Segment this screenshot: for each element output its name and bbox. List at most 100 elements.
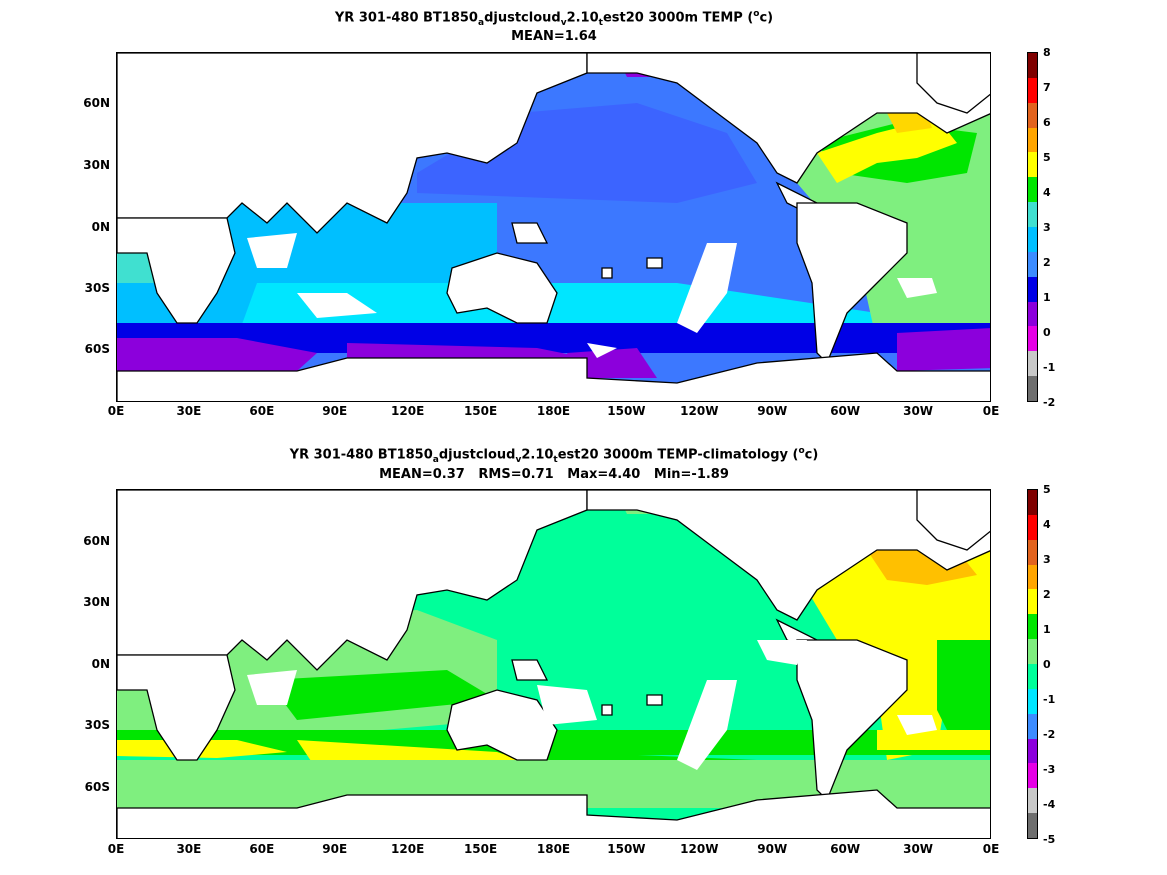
colorbar-label: -2 — [1043, 728, 1056, 741]
panel-2-title: YR 301-480 BT1850adjustcloudv2.10test20 … — [289, 446, 819, 465]
x-tick: 150E — [463, 842, 498, 856]
colorbar-label: 6 — [1043, 116, 1051, 129]
panel-1-stats: MEAN=1.64 — [511, 29, 597, 44]
colorbar-segment — [1028, 490, 1037, 516]
y-tick: 60N — [83, 534, 110, 548]
x-tick: 120W — [680, 404, 719, 418]
x-tick: 0E — [982, 404, 1000, 418]
x-tick: 30W — [903, 842, 934, 856]
x-tick: 0E — [107, 842, 125, 856]
colorbar-label: 0 — [1043, 658, 1051, 671]
colorbar-label: 1 — [1043, 291, 1051, 304]
x-tick: 90E — [322, 842, 348, 856]
colorbar-segment — [1028, 763, 1037, 789]
map-1 — [116, 52, 991, 402]
colorbar-segment — [1028, 251, 1037, 278]
y-tick: 60S — [84, 342, 110, 356]
y-tick: 30S — [84, 718, 110, 732]
x-tick: 90W — [757, 842, 788, 856]
y-tick: 30N — [83, 595, 110, 609]
colorbar-label: 4 — [1043, 186, 1051, 199]
colorbar-segment — [1028, 152, 1037, 178]
y-tick: 60N — [83, 96, 110, 110]
x-tick: 180E — [536, 842, 571, 856]
colorbar-segment — [1028, 564, 1037, 590]
panel-2-stats: MEAN=0.37 RMS=0.71 Max=4.40 Min=-1.89 — [379, 467, 729, 482]
colorbar-segment — [1028, 127, 1037, 153]
colorbar-segment — [1028, 539, 1037, 566]
x-tick: 150W — [607, 842, 646, 856]
colorbar-segment — [1028, 788, 1037, 814]
x-tick: 90W — [757, 404, 788, 418]
colorbar-segment — [1028, 614, 1037, 640]
ocean-gaps-1 — [247, 233, 937, 358]
y-tick: 30S — [84, 281, 110, 295]
colorbar-label: 5 — [1043, 151, 1051, 164]
x-tick: 150E — [463, 404, 498, 418]
y-tick: 0N — [91, 220, 110, 234]
colorbar-segment — [1028, 301, 1037, 327]
colorbar-segment — [1028, 227, 1037, 253]
map-2-svg — [117, 490, 990, 838]
colorbar-segment — [1028, 53, 1037, 79]
x-tick: 30E — [176, 404, 202, 418]
x-tick: 150W — [607, 404, 646, 418]
colorbar-segment — [1028, 276, 1037, 303]
colorbar-segment — [1028, 376, 1037, 402]
colorbar-segment — [1028, 351, 1037, 377]
colorbar-label: 3 — [1043, 221, 1051, 234]
land-2 — [117, 490, 990, 838]
colorbar-label: -5 — [1043, 833, 1056, 846]
x-tick: 0E — [107, 404, 125, 418]
x-tick: 120E — [391, 404, 425, 418]
map-2 — [116, 489, 991, 839]
x-tick: 60W — [830, 404, 861, 418]
y-tick: 60S — [84, 780, 110, 794]
y-tick: 0N — [91, 657, 110, 671]
colorbar-segment — [1028, 664, 1037, 690]
colorbar-segment — [1028, 589, 1037, 615]
land-1 — [117, 53, 990, 401]
y-tick: 30N — [83, 158, 110, 172]
colorbar-label: 0 — [1043, 326, 1051, 339]
colorbar-segment — [1028, 639, 1037, 665]
colorbar-label: 1 — [1043, 623, 1051, 636]
colorbar-label: 5 — [1043, 483, 1051, 496]
x-tick: 60E — [249, 404, 275, 418]
ocean-gaps-2 — [247, 640, 937, 770]
colorbar-segment — [1028, 177, 1037, 203]
colorbar-label: -3 — [1043, 763, 1056, 776]
x-tick: 60W — [830, 842, 861, 856]
colorbar-label: 2 — [1043, 588, 1051, 601]
x-tick: 0E — [982, 842, 1000, 856]
colorbar-label: -1 — [1043, 693, 1056, 706]
x-tick: 30E — [176, 842, 202, 856]
colorbar-label: 3 — [1043, 553, 1051, 566]
colorbar-label: 7 — [1043, 81, 1051, 94]
colorbar-segment — [1028, 326, 1037, 352]
colorbar-label: 8 — [1043, 46, 1051, 59]
colorbar-label: -4 — [1043, 798, 1056, 811]
panel-1-title: YR 301-480 BT1850adjustcloudv2.10test20 … — [334, 9, 774, 28]
colorbar-segment — [1028, 514, 1037, 541]
colorbar-2 — [1027, 489, 1038, 839]
colorbar-segment — [1028, 202, 1037, 228]
colorbar-label: -1 — [1043, 361, 1056, 374]
x-tick: 30W — [903, 404, 934, 418]
x-tick: 60E — [249, 842, 275, 856]
colorbar-segment — [1028, 813, 1037, 839]
map-1-svg — [117, 53, 990, 401]
colorbar-1 — [1027, 52, 1038, 402]
x-tick: 180E — [536, 404, 571, 418]
colorbar-segment — [1028, 688, 1037, 715]
x-tick: 120E — [391, 842, 425, 856]
colorbar-label: 2 — [1043, 256, 1051, 269]
colorbar-segment — [1028, 713, 1037, 740]
colorbar-segment — [1028, 738, 1037, 764]
colorbar-label: -2 — [1043, 396, 1056, 409]
x-tick: 120W — [680, 842, 719, 856]
x-tick: 90E — [322, 404, 348, 418]
colorbar-label: 4 — [1043, 518, 1051, 531]
colorbar-segment — [1028, 77, 1037, 104]
colorbar-segment — [1028, 102, 1037, 129]
